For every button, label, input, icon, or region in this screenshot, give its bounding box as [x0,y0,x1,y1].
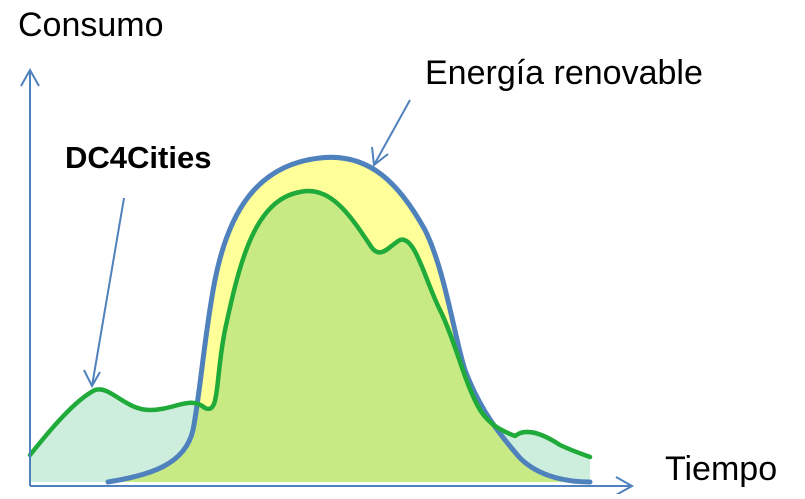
renewable-energy-label: Energía renovable [425,54,703,92]
dc4cities-label: DC4Cities [65,140,212,175]
x-axis-label: Tiempo [665,450,778,488]
renewable-pointer-arrow [371,99,411,167]
x-axis [30,476,635,496]
dc4cities-pointer-arrow [83,197,125,389]
y-axis [20,67,40,486]
dc4cities-curve [27,188,593,460]
y-axis-label: Consumo [18,6,164,44]
